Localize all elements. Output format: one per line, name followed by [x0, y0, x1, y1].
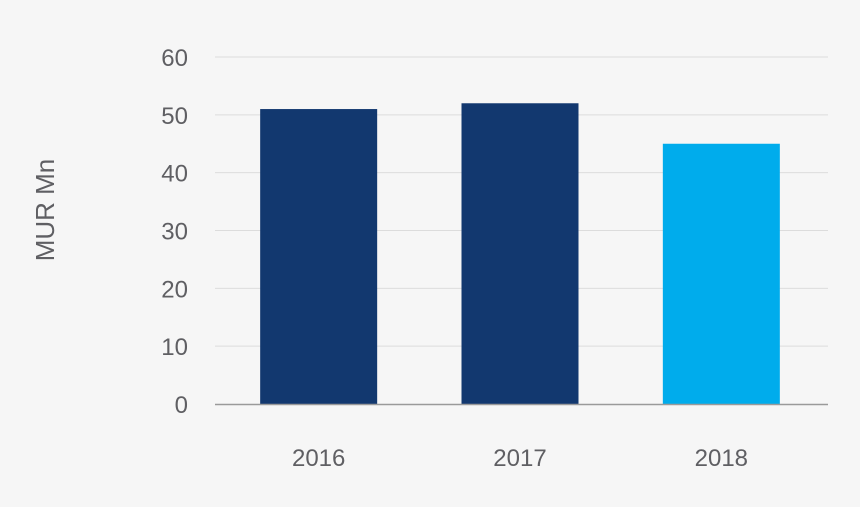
y-tick-label: 60: [161, 45, 188, 72]
bar-2017: [461, 103, 579, 405]
y-tick-label: 20: [161, 276, 188, 303]
bar-2016: [260, 109, 378, 405]
y-tick-label: 10: [161, 334, 188, 361]
x-tick-label: 2016: [292, 445, 345, 472]
y-tick-label: 0: [175, 392, 188, 419]
y-tick-label: 50: [161, 103, 188, 130]
y-axis-ticks: 0 10 20 30 40 50 60: [161, 45, 188, 419]
y-tick-label: 30: [161, 219, 188, 246]
bar-2018: [662, 143, 780, 404]
y-tick-label: 40: [161, 161, 188, 188]
x-axis-ticks: 2016 2017 2018: [292, 445, 748, 472]
x-tick-label: 2017: [493, 445, 546, 472]
bars: [260, 103, 780, 405]
y-axis-title: MUR Mn: [30, 159, 60, 262]
x-tick-label: 2018: [695, 445, 748, 472]
